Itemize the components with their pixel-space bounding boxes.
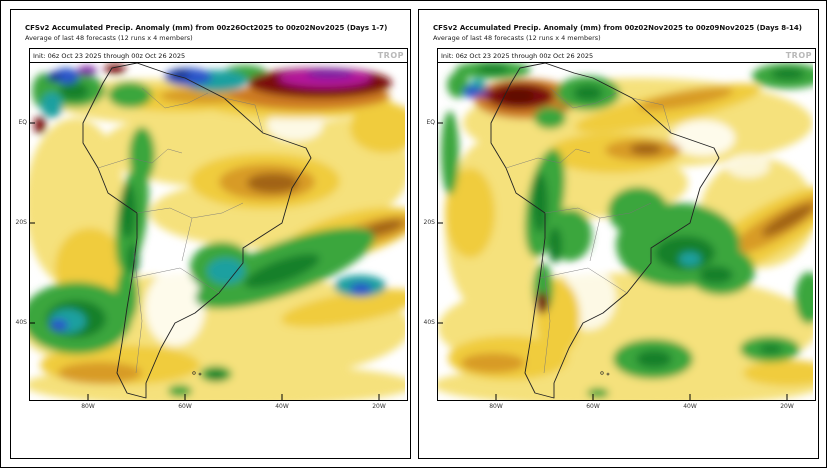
watermark-trop: TROP [785,51,812,60]
y-tick-label-40s: 40S [15,319,27,326]
country-borders [97,87,264,374]
falkland-islands [192,371,196,375]
axis-ticks [30,122,380,400]
x-axis: 80W 60W 40W 20W [29,401,406,415]
panel-days-8-14: CFSv2 Accumulated Precip. Anomaly (mm) f… [418,9,819,459]
axis-ticks [438,122,788,400]
init-row: Init: 06z Oct 23 2025 through 00z Oct 26… [438,49,815,63]
init-label: Init: 06z Oct 23 2025 through 00z Oct 26… [441,51,594,60]
plot-area: EQ 20S 40S Init: 06z Oct 23 2025 through… [16,48,408,415]
anomaly-field [30,64,405,400]
x-tick-label-40w: 40W [683,403,697,410]
x-tick-label-20w: 20W [780,403,794,410]
anomaly-field [438,63,813,400]
init-label: Init: 06z Oct 23 2025 through 00z Oct 26… [33,51,186,60]
country-borders [505,87,672,374]
x-tick-label-80w: 80W [489,403,503,410]
coastline [490,63,720,399]
falkland-islands [198,372,202,376]
x-tick-label-60w: 60W [586,403,600,410]
x-tick-label-80w: 80W [81,403,95,410]
y-tick-label-eq: EQ [426,119,435,126]
panel-title: CFSv2 Accumulated Precip. Anomaly (mm) f… [25,24,388,32]
x-axis: 80W 60W 40W 20W [437,401,814,415]
panel-title: CFSv2 Accumulated Precip. Anomaly (mm) f… [433,24,802,32]
x-tick-label-60w: 60W [178,403,192,410]
map-days-1-7 [30,63,405,400]
plot-frame: Init: 06z Oct 23 2025 through 00z Oct 26… [29,48,408,401]
map-days-8-14 [438,63,813,400]
falkland-islands [600,371,604,375]
init-row: Init: 06z Oct 23 2025 through 00z Oct 26… [30,49,407,63]
panel-subtitle: Average of last 48 forecasts (12 runs x … [25,34,193,42]
x-tick-label-40w: 40W [275,403,289,410]
falkland-islands [606,372,610,376]
panel-subtitle: Average of last 48 forecasts (12 runs x … [433,34,601,42]
plot-frame: Init: 06z Oct 23 2025 through 00z Oct 26… [437,48,816,401]
y-tick-label-20s: 20S [423,219,435,226]
watermark-trop: TROP [377,51,404,60]
coastline [82,63,312,399]
y-tick-label-20s: 20S [15,219,27,226]
y-tick-label-eq: EQ [18,119,27,126]
plot-area: EQ 20S 40S Init: 06z Oct 23 2025 through… [424,48,816,415]
panel-days-1-7: CFSv2 Accumulated Precip. Anomaly (mm) f… [10,9,411,459]
x-tick-label-20w: 20W [372,403,386,410]
y-tick-label-40s: 40S [423,319,435,326]
